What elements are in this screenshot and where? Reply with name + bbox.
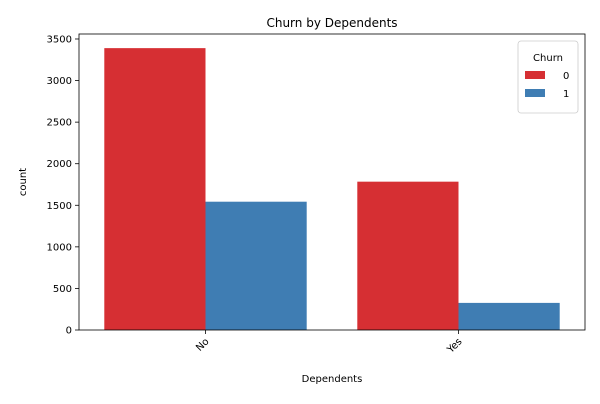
legend-label-0: 0 xyxy=(563,71,569,82)
y-tick-label: 500 xyxy=(53,284,72,295)
legend-items: 01 xyxy=(525,71,569,100)
chart-title: Churn by Dependents xyxy=(266,16,397,30)
bar-no-churn-1 xyxy=(205,201,307,330)
y-axis: 0 500 1000 1500 2000 2500 3000 3500 xyxy=(47,34,79,337)
legend-swatch-0 xyxy=(525,71,545,79)
legend: Churn 01 xyxy=(517,40,579,114)
bar-yes-churn-0 xyxy=(357,181,459,330)
legend-label-1: 1 xyxy=(563,89,569,100)
bar-yes-churn-1 xyxy=(458,302,560,330)
legend-swatch-1 xyxy=(525,89,545,97)
x-tick-label: Yes xyxy=(445,336,465,356)
y-tick-label: 1000 xyxy=(47,242,72,253)
bar-no-churn-0 xyxy=(104,48,206,331)
x-axis-label: Dependents xyxy=(302,374,363,385)
x-axis: No Yes xyxy=(194,330,465,356)
y-tick-label: 3500 xyxy=(47,34,72,45)
y-tick-label: 1500 xyxy=(47,201,72,212)
y-tick-label: 0 xyxy=(66,326,72,337)
x-tick-label: No xyxy=(194,336,211,353)
legend-title: Churn xyxy=(533,53,563,64)
plot-frame xyxy=(78,33,586,331)
y-tick-label: 3000 xyxy=(47,76,72,87)
y-tick-label: 2500 xyxy=(47,118,72,129)
bars xyxy=(104,48,560,331)
y-tick-label: 2000 xyxy=(47,159,72,170)
y-axis-label: count xyxy=(18,168,29,196)
